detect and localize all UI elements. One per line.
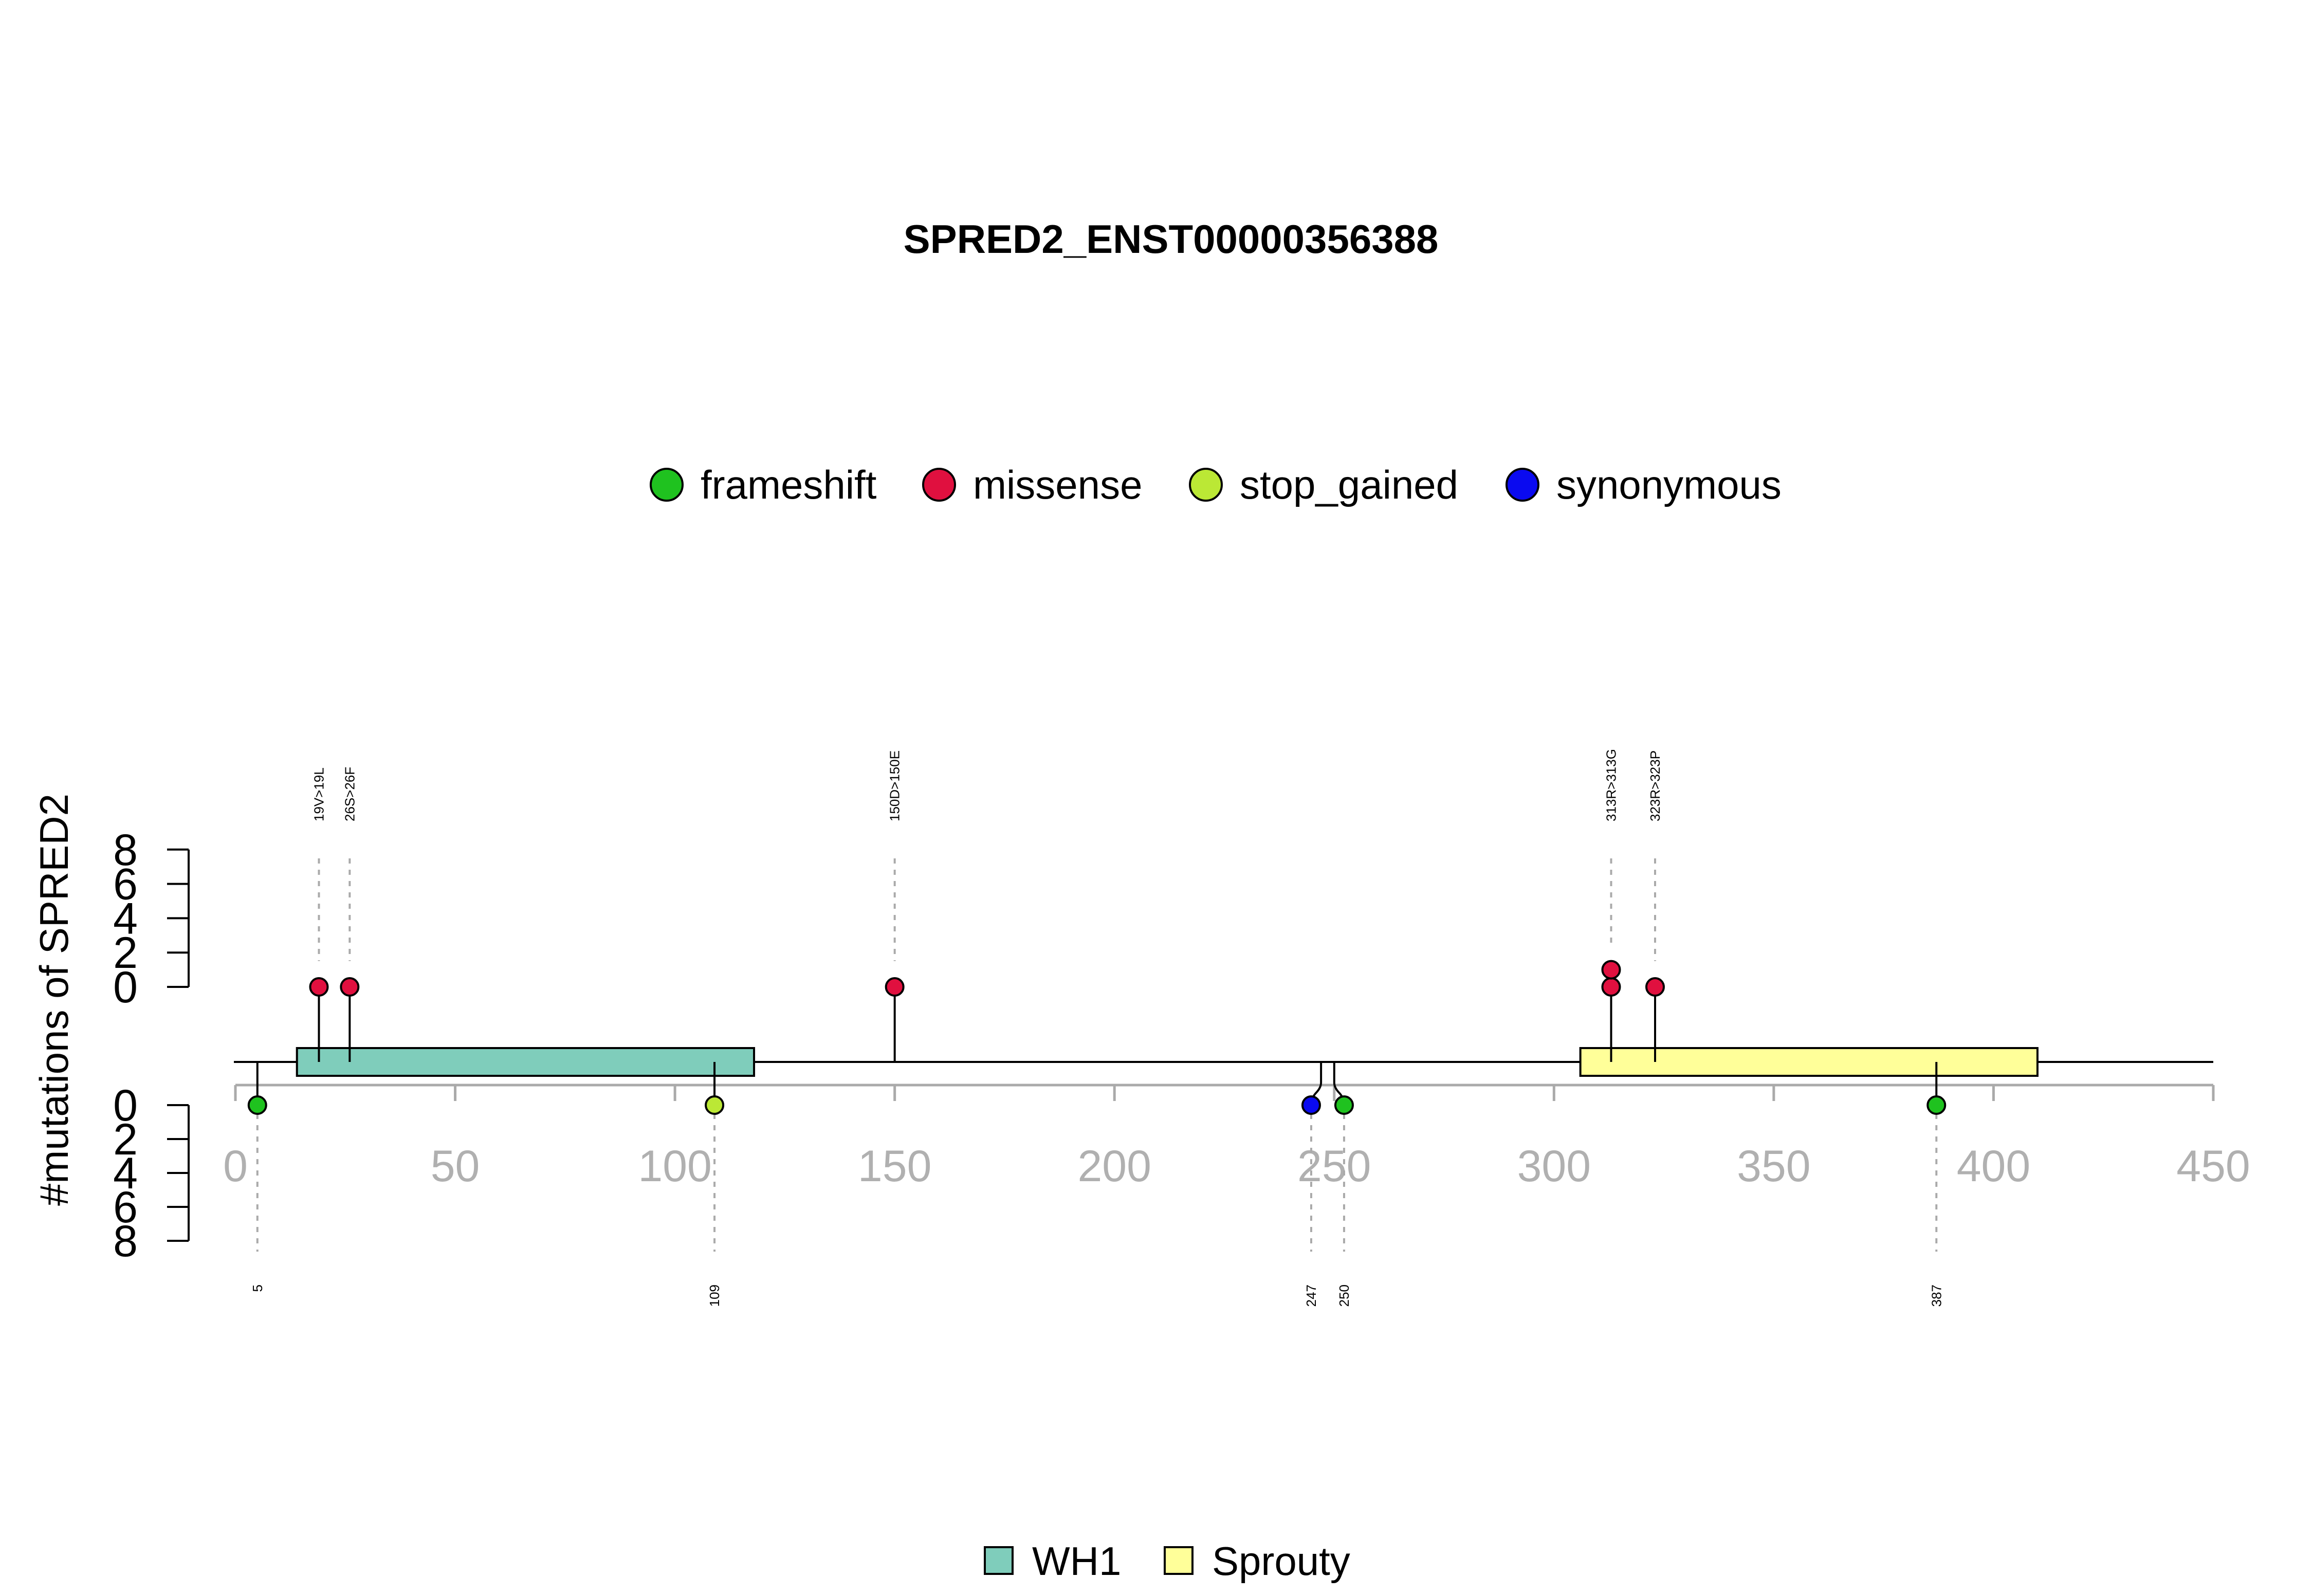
lollipop-head-missense <box>309 977 329 997</box>
lollipop-head-missense <box>340 977 360 997</box>
x-tick-label: 200 <box>1077 1142 1151 1191</box>
lollipop-head-missense <box>1601 977 1621 997</box>
x-tick-label: 400 <box>1957 1142 2031 1191</box>
domain-legend-swatch-WH1 <box>984 1546 1014 1575</box>
x-tick-label: 50 <box>431 1142 480 1191</box>
x-tick-label: 250 <box>1297 1142 1371 1191</box>
y-tick-label-top: 0 <box>113 963 138 1012</box>
position-label: 109 <box>707 1285 722 1307</box>
y-axis-label: #mutations of SPRED2 <box>31 794 77 1206</box>
y-tick-label-bottom: 6 <box>113 1183 138 1232</box>
lollipop-head-frameshift <box>1334 1095 1354 1115</box>
y-tick-label-bottom: 4 <box>113 1149 138 1198</box>
lollipop-head-stop_gained <box>705 1095 725 1115</box>
position-label: 5 <box>250 1285 265 1292</box>
mutation-label: 150D>150E <box>887 750 903 821</box>
domain-legend: WH1 Sprouty <box>984 1538 1350 1584</box>
lollipop-head-missense <box>1601 960 1621 980</box>
domain-legend-swatch-Sprouty <box>1164 1546 1194 1575</box>
legend-marker-missense <box>922 468 956 502</box>
y-tick-label-top: 2 <box>113 928 138 978</box>
lollipop-head-missense <box>1645 977 1665 997</box>
domain-Sprouty <box>1579 1047 2039 1077</box>
lollipop-head-frameshift <box>1926 1095 1947 1115</box>
mutation-label: 19V>19L <box>311 767 326 821</box>
x-tick-label: 150 <box>858 1142 932 1191</box>
mutation-label: 323R>323P <box>1647 750 1663 821</box>
chart-title: SPRED2_ENST00000356388 <box>904 216 1439 262</box>
domain-legend-label-Sprouty: Sprouty <box>1212 1538 1350 1584</box>
lollipop-head-synonymous <box>1301 1095 1321 1115</box>
y-tick-label-top: 8 <box>113 825 138 875</box>
y-tick-label-bottom: 2 <box>113 1115 138 1164</box>
position-label: 387 <box>1929 1285 1944 1307</box>
position-label: 250 <box>1336 1285 1352 1307</box>
legend-label-missense: missense <box>973 462 1142 507</box>
y-tick-label-bottom: 0 <box>113 1081 138 1130</box>
x-tick-label: 350 <box>1737 1142 1811 1191</box>
legend-label-frameshift: frameshift <box>701 462 877 507</box>
lollipop-head-missense <box>885 977 905 997</box>
legend-label-synonymous: synonymous <box>1556 462 1782 507</box>
domain-WH1 <box>296 1047 756 1077</box>
mutation-legend: frameshift missense stop_gained synonymous <box>650 462 1782 507</box>
x-tick-label: 100 <box>638 1142 712 1191</box>
legend-marker-synonymous <box>1506 468 1539 502</box>
y-tick-label-top: 6 <box>113 860 138 909</box>
legend-marker-frameshift <box>650 468 684 502</box>
y-tick-label-bottom: 8 <box>113 1217 138 1266</box>
mutation-label: 26S>26F <box>342 767 357 821</box>
lollipop-head-frameshift <box>247 1095 267 1115</box>
x-tick-label: 300 <box>1517 1142 1591 1191</box>
y-tick-label-top: 4 <box>113 894 138 943</box>
domain-legend-label-WH1: WH1 <box>1032 1538 1121 1584</box>
legend-marker-stop_gained <box>1189 468 1223 502</box>
x-tick-label: 450 <box>2176 1142 2250 1191</box>
position-label: 247 <box>1304 1285 1319 1307</box>
mutation-label: 313R>313G <box>1603 749 1619 821</box>
x-tick-label: 0 <box>223 1142 248 1191</box>
plot-area: 0 50 100 150 200 250 300 350 400 450024680246819V… <box>113 749 2250 1307</box>
legend-label-stop_gained: stop_gained <box>1240 462 1458 507</box>
